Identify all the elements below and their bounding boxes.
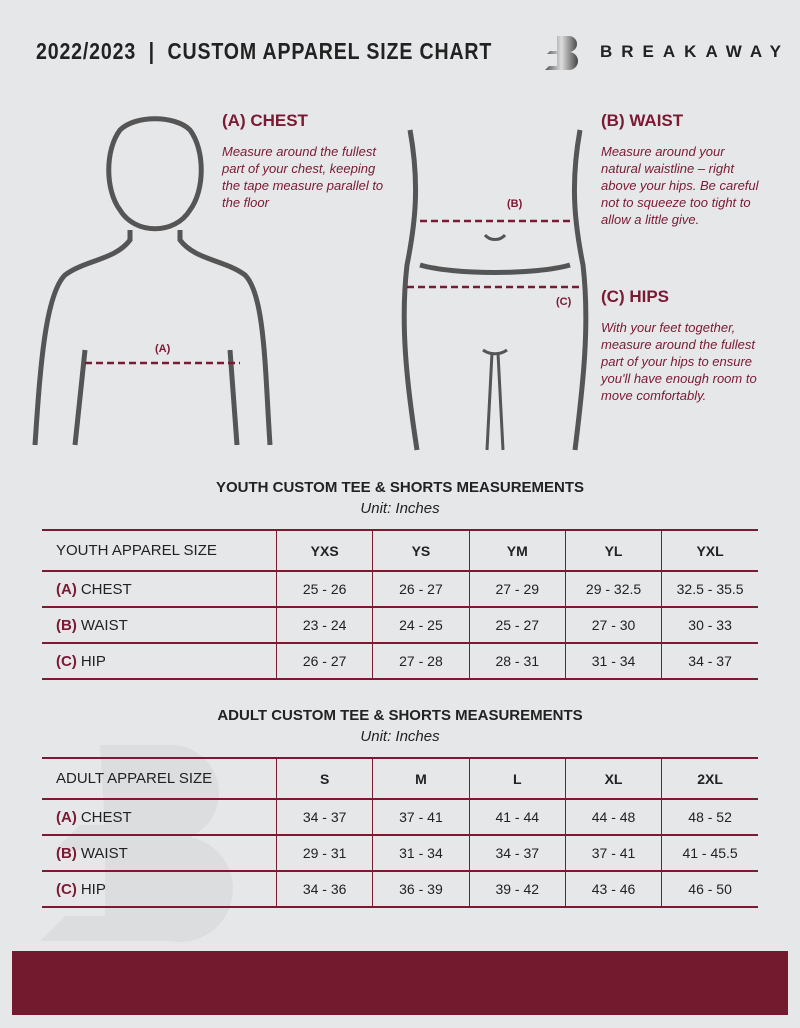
- hips-description: With your feet together, measure around …: [601, 320, 757, 403]
- measurement-value: 29 - 32.5: [564, 570, 662, 608]
- measurement-letter: (C): [56, 880, 77, 898]
- measurement-letter: (B): [56, 844, 77, 862]
- measurement-name: CHEST: [80, 808, 132, 826]
- measurement-value: 31 - 34: [564, 642, 662, 680]
- measurement-label: (A) CHEST: [42, 798, 277, 836]
- measurement-name: HIP: [80, 652, 106, 670]
- measurement-value: 36 - 39: [372, 870, 470, 908]
- waist-description: Measure around your natural waistline – …: [601, 144, 759, 227]
- youth-table-title: YOUTH CUSTOM TEE & SHORTS MEASUREMENTS: [215, 479, 585, 496]
- measurement-value: 34 - 36: [275, 870, 373, 908]
- table-row: (C) HIP 26 - 27 27 - 28 28 - 31 31 - 34 34 - 3…: [42, 642, 758, 680]
- measurement-label: (B) WAIST: [42, 606, 277, 644]
- measurement-value: 39 - 42: [468, 870, 566, 908]
- size-column-header: L: [468, 757, 566, 800]
- measurement-value: 26 - 27: [372, 570, 470, 608]
- measurement-value: 25 - 27: [468, 606, 566, 644]
- measurement-label: (C) HIP: [42, 642, 277, 680]
- upper-body-illustration: [32, 116, 273, 446]
- page-title: 2022/2023 | CUSTOM APPAREL SIZE CHART: [36, 38, 493, 64]
- size-header: YOUTH APPAREL SIZE: [42, 529, 277, 572]
- measurement-letter: (C): [56, 652, 77, 670]
- measurement-value: 30 - 33: [661, 606, 758, 644]
- measurement-name: WAIST: [80, 616, 128, 634]
- measurement-label: (B) WAIST: [42, 834, 277, 872]
- measurement-value: 26 - 27: [275, 642, 373, 680]
- measurement-value: 41 - 45.5: [661, 834, 758, 872]
- adult-table-unit: Unit: Inches: [360, 728, 440, 745]
- measurement-value: 46 - 50: [661, 870, 758, 908]
- measurement-value: 27 - 30: [564, 606, 662, 644]
- size-column-header: YXL: [661, 529, 758, 572]
- measurement-value: 25 - 26: [275, 570, 373, 608]
- measurement-letter: (A): [56, 580, 77, 598]
- chest-marker-label: (A): [155, 343, 171, 355]
- waist-heading: (B) WAIST: [601, 111, 684, 130]
- chest-description: Measure around the fullest part of your …: [222, 144, 384, 210]
- measurement-value: 34 - 37: [661, 642, 758, 680]
- brand-name: BREAKAWAY: [600, 42, 790, 61]
- measurement-label: (A) CHEST: [42, 570, 277, 608]
- breakaway-logo-icon: [545, 36, 578, 70]
- size-header: ADULT APPAREL SIZE: [42, 757, 277, 800]
- table-row: (A) CHEST 25 - 26 26 - 27 27 - 29 29 - 32.5 32…: [42, 570, 758, 608]
- measurement-value: 31 - 34: [372, 834, 470, 872]
- size-column-header: YXS: [275, 529, 373, 572]
- measurement-value: 43 - 46: [564, 870, 662, 908]
- table-header-row: ADULT APPAREL SIZE S M L XL 2XL: [42, 757, 758, 800]
- measurement-name: CHEST: [80, 580, 132, 598]
- size-column-header: YM: [468, 529, 566, 572]
- measurement-value: 29 - 31: [275, 834, 373, 872]
- measurement-value: 37 - 41: [564, 834, 662, 872]
- size-column-header: YL: [564, 529, 662, 572]
- waist-marker-label: (B): [507, 198, 523, 210]
- measurement-letter: (A): [56, 808, 77, 826]
- hips-heading: (C) HIPS: [601, 287, 669, 306]
- youth-size-table: YOUTH APPAREL SIZE YXS YS YM YL YXL (A) CHEST 25…: [42, 529, 758, 680]
- measurement-value: 23 - 24: [275, 606, 373, 644]
- size-column-header: XL: [564, 757, 662, 800]
- measurement-value: 34 - 37: [275, 798, 373, 836]
- measurement-value: 27 - 28: [372, 642, 470, 680]
- table-header-row: YOUTH APPAREL SIZE YXS YS YM YL YXL: [42, 529, 758, 572]
- table-row: (B) WAIST 23 - 24 24 - 25 25 - 27 27 - 30 30 -…: [42, 606, 758, 644]
- measurement-name: HIP: [80, 880, 106, 898]
- table-row: (C) HIP 34 - 36 36 - 39 39 - 42 43 - 46 46 - 5…: [42, 870, 758, 908]
- hip-marker-label: (C): [556, 296, 572, 308]
- measurement-name: WAIST: [80, 844, 128, 862]
- measurement-label: (C) HIP: [42, 870, 277, 908]
- measurement-value: 24 - 25: [372, 606, 470, 644]
- measurement-letter: (B): [56, 616, 77, 634]
- size-column-header: 2XL: [661, 757, 758, 800]
- table-row: (A) CHEST 34 - 37 37 - 41 41 - 44 44 - 48 48 -…: [42, 798, 758, 836]
- chest-heading: (A) CHEST: [222, 111, 308, 130]
- youth-table-unit: Unit: Inches: [360, 500, 440, 517]
- measurement-value: 32.5 - 35.5: [661, 570, 758, 608]
- measurement-value: 41 - 44: [468, 798, 566, 836]
- size-column-header: YS: [372, 529, 470, 572]
- measurement-value: 37 - 41: [372, 798, 470, 836]
- measurement-value: 34 - 37: [468, 834, 566, 872]
- adult-table-title: ADULT CUSTOM TEE & SHORTS MEASUREMENTS: [217, 707, 583, 724]
- measurement-value: 44 - 48: [564, 798, 662, 836]
- measurement-value: 27 - 29: [468, 570, 566, 608]
- table-row: (B) WAIST 29 - 31 31 - 34 34 - 37 37 - 41 41 -…: [42, 834, 758, 872]
- size-column-header: M: [372, 757, 470, 800]
- footer-bar: [12, 951, 788, 1015]
- measurement-value: 28 - 31: [468, 642, 566, 680]
- adult-size-table: ADULT APPAREL SIZE S M L XL 2XL (A) CHEST 34 - 3…: [42, 757, 758, 908]
- measurement-value: 48 - 52: [661, 798, 758, 836]
- size-column-header: S: [275, 757, 373, 800]
- lower-body-illustration: [401, 129, 589, 451]
